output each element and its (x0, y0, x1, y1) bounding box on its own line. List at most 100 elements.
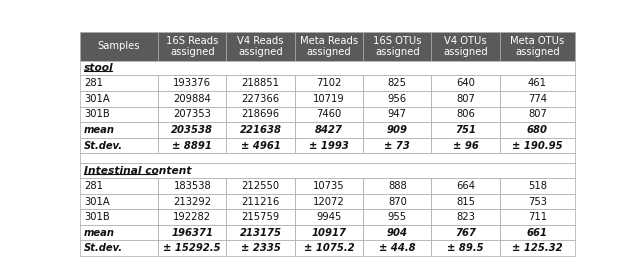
Text: V4 OTUs
assigned: V4 OTUs assigned (443, 36, 488, 57)
Text: 207353: 207353 (173, 109, 212, 120)
Bar (158, 122, 226, 138)
Bar (431, 178, 500, 194)
Bar (158, 76, 226, 91)
Bar (363, 138, 431, 153)
Bar (226, 107, 295, 122)
Bar (80, 209, 158, 225)
Text: 301B: 301B (84, 109, 109, 120)
Bar (500, 107, 575, 122)
Text: 12072: 12072 (313, 196, 345, 207)
Text: Meta OTUs
assigned: Meta OTUs assigned (511, 36, 565, 57)
Text: 221638: 221638 (240, 125, 282, 135)
Text: 870: 870 (388, 196, 407, 207)
Text: 815: 815 (456, 196, 475, 207)
Bar (80, 122, 158, 138)
Bar (158, 178, 226, 194)
Text: 680: 680 (527, 125, 548, 135)
Bar (226, 138, 295, 153)
Bar (80, 178, 158, 194)
Bar (226, 32, 295, 61)
Bar (226, 178, 295, 194)
Bar (363, 122, 431, 138)
Text: 212550: 212550 (242, 181, 280, 191)
Bar (158, 194, 226, 209)
Text: stool: stool (84, 63, 114, 73)
Text: 193376: 193376 (173, 78, 212, 88)
Text: 281: 281 (84, 181, 103, 191)
Text: 301B: 301B (84, 212, 109, 222)
Bar (295, 107, 363, 122)
Bar (363, 107, 431, 122)
Bar (431, 138, 500, 153)
Text: ± 15292.5: ± 15292.5 (164, 243, 221, 253)
Text: 753: 753 (528, 196, 547, 207)
Bar (226, 225, 295, 240)
Text: 218696: 218696 (242, 109, 280, 120)
Bar (500, 209, 575, 225)
Bar (431, 225, 500, 240)
Text: 9945: 9945 (316, 212, 342, 222)
Bar (431, 122, 500, 138)
Bar (80, 194, 158, 209)
Text: 192282: 192282 (173, 212, 212, 222)
Bar (431, 91, 500, 107)
Bar (295, 32, 363, 61)
Text: 218851: 218851 (242, 78, 280, 88)
Text: ± 73: ± 73 (385, 141, 410, 151)
Text: 10917: 10917 (311, 228, 346, 238)
Text: 8427: 8427 (315, 125, 343, 135)
Bar (363, 240, 431, 256)
Text: 213292: 213292 (173, 196, 212, 207)
Text: 211216: 211216 (242, 196, 280, 207)
Text: 227366: 227366 (242, 94, 280, 104)
Text: 16S Reads
assigned: 16S Reads assigned (166, 36, 219, 57)
Bar (80, 32, 158, 61)
Bar (80, 240, 158, 256)
Bar (295, 194, 363, 209)
Bar (500, 76, 575, 91)
Text: mean: mean (84, 228, 115, 238)
Bar (363, 91, 431, 107)
Bar (500, 194, 575, 209)
Bar (158, 107, 226, 122)
Bar (158, 225, 226, 240)
Bar (158, 138, 226, 153)
Text: 10735: 10735 (313, 181, 345, 191)
Bar (500, 225, 575, 240)
Text: 281: 281 (84, 78, 103, 88)
Bar (431, 76, 500, 91)
Text: 956: 956 (388, 94, 407, 104)
Bar (363, 32, 431, 61)
Text: 215759: 215759 (242, 212, 280, 222)
Text: 664: 664 (456, 181, 475, 191)
Bar (295, 209, 363, 225)
Bar (363, 178, 431, 194)
Bar (500, 138, 575, 153)
Text: V4 Reads
assigned: V4 Reads assigned (237, 36, 284, 57)
Bar (226, 91, 295, 107)
Bar (158, 32, 226, 61)
Text: 711: 711 (528, 212, 547, 222)
Bar (80, 91, 158, 107)
Text: 909: 909 (387, 125, 408, 135)
Bar (500, 122, 575, 138)
Bar (226, 76, 295, 91)
Text: 751: 751 (455, 125, 476, 135)
Bar (158, 91, 226, 107)
Bar (158, 209, 226, 225)
Bar (226, 240, 295, 256)
Text: St.dev.: St.dev. (84, 243, 123, 253)
Bar (295, 91, 363, 107)
Text: 774: 774 (528, 94, 547, 104)
Text: ± 1075.2: ± 1075.2 (304, 243, 354, 253)
Text: 301A: 301A (84, 196, 109, 207)
Text: 806: 806 (456, 109, 475, 120)
Bar (80, 163, 575, 178)
Text: 904: 904 (387, 228, 408, 238)
Bar (500, 32, 575, 61)
Text: 16S OTUs
assigned: 16S OTUs assigned (373, 36, 422, 57)
Bar (363, 225, 431, 240)
Bar (80, 153, 575, 163)
Text: 196371: 196371 (171, 228, 213, 238)
Text: 7102: 7102 (316, 78, 342, 88)
